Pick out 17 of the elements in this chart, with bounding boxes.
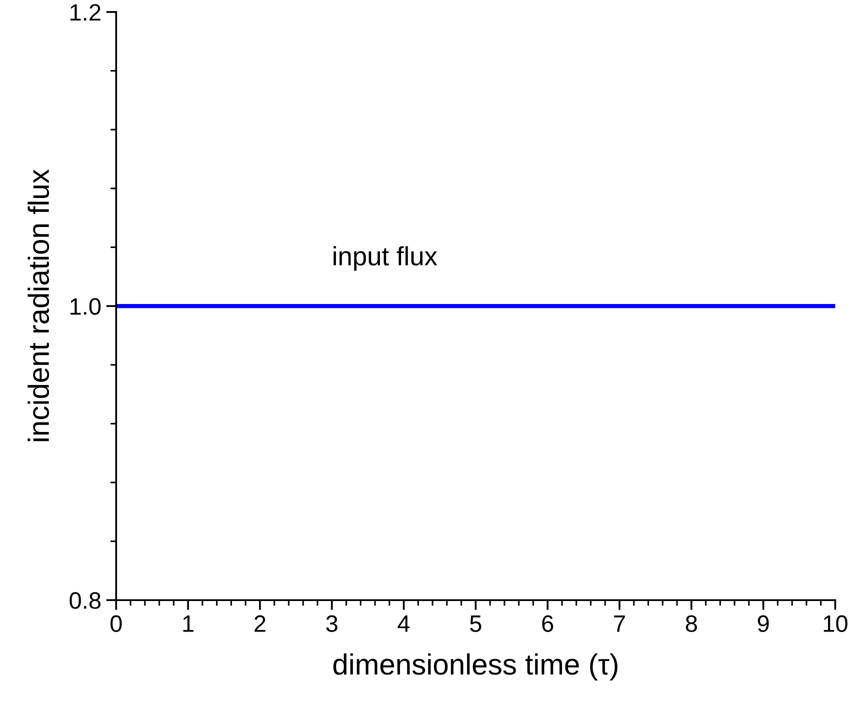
y-tick-label: 1.2 — [70, 4, 100, 21]
x-tick-label: 8 — [686, 615, 697, 632]
series-label: input flux — [334, 246, 438, 271]
y-tick-label: 1.0 — [70, 298, 101, 315]
y-tick-label: 0.8 — [70, 592, 101, 609]
x-axis-title: dimensionless time (τ) — [333, 653, 618, 681]
x-tick-label: 4 — [398, 616, 410, 632]
x-tick-label: 5 — [470, 616, 482, 632]
x-tick-label: 9 — [758, 615, 769, 632]
x-tick-label: 2 — [254, 615, 266, 632]
x-tick-label: 6 — [542, 615, 554, 632]
x-tick-label: 10 — [824, 615, 848, 632]
x-tick-label: 3 — [326, 615, 338, 632]
x-tick-label: 1 — [183, 616, 194, 632]
y-axis-title: incident radiation flux — [28, 169, 50, 442]
x-tick-label: 0 — [110, 615, 122, 632]
x-tick-label: 7 — [614, 616, 625, 632]
